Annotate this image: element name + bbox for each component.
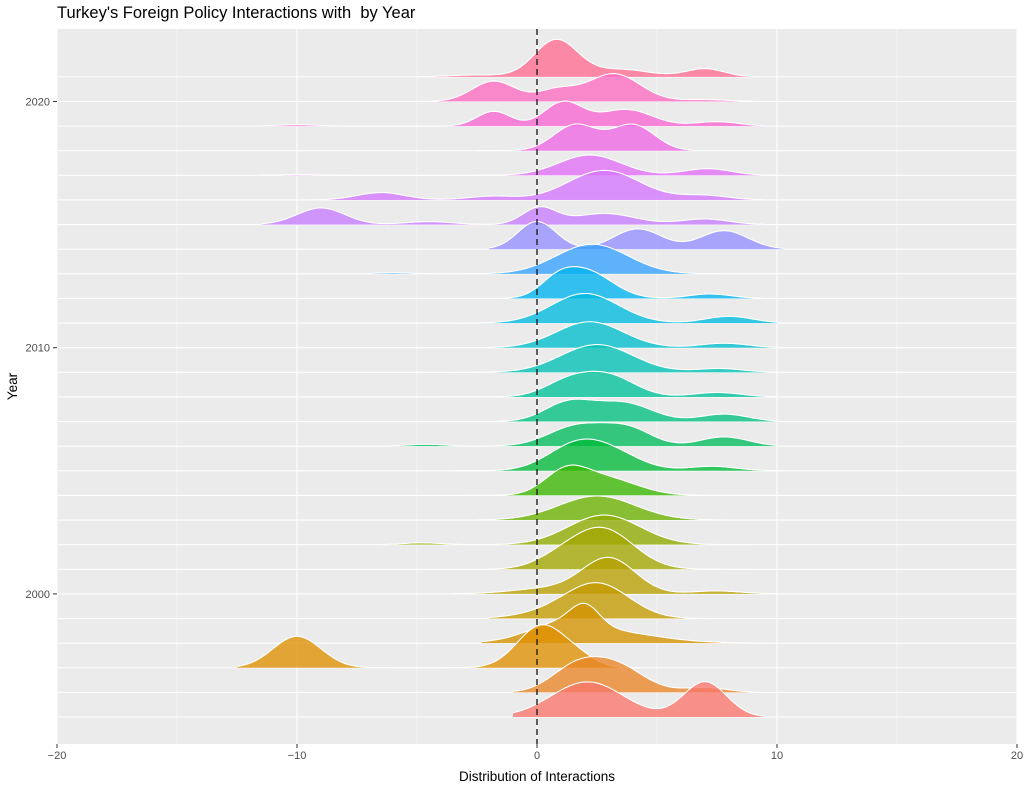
ridge-2005: [453, 439, 777, 471]
ridge-2011: [453, 293, 777, 324]
ridge-2010: [489, 321, 777, 348]
ridge-1999: [489, 582, 753, 619]
ridge-2019: [261, 101, 765, 127]
ridge-outline-2021: [416, 38, 754, 78]
ridge-2021: [417, 39, 753, 77]
x-tick-label: −20: [48, 750, 67, 762]
x-axis-title: Distribution of Interactions: [459, 769, 615, 784]
ridge-2012: [417, 266, 765, 299]
chart-title: Turkey's Foreign Policy Interactions wit…: [57, 4, 416, 22]
ridge-outline-2005: [453, 438, 777, 472]
y-tick-label: 2020: [26, 97, 50, 109]
x-tick-label: −10: [288, 750, 307, 762]
x-tick-label: 0: [534, 750, 540, 762]
ridge-outline-2008: [441, 370, 777, 398]
ridge-2013: [369, 244, 785, 274]
ridge-2009: [453, 344, 777, 373]
density-ridges: [236, 38, 785, 717]
x-tick-label: 20: [1011, 750, 1023, 762]
ridge-1997: [237, 624, 638, 668]
ridge-outline-2009: [453, 344, 777, 373]
y-tick-label: 2000: [26, 589, 50, 601]
axes: −20 −10 0 10 20 2000 2010 2020: [26, 97, 1024, 763]
ridge-1996: [513, 656, 753, 693]
grid-lines: [56, 29, 1018, 744]
y-axis-title: Year: [5, 372, 20, 400]
ridge-outline-2020: [416, 73, 765, 103]
y-tick-label: 2010: [26, 343, 50, 355]
ridge-outline-2006: [285, 422, 778, 447]
ridge-outline-2011: [453, 292, 778, 324]
ridge-2016: [297, 170, 765, 200]
ridge-2000: [453, 557, 777, 594]
ridge-1995: [513, 681, 765, 717]
ridge-2020: [417, 73, 765, 102]
ridge-2003: [477, 496, 741, 521]
ridge-2018: [477, 124, 693, 151]
ridge-2002: [381, 515, 753, 545]
ridge-outline-1999: [488, 582, 753, 620]
ridge-2017: [261, 155, 777, 176]
ridge-outline-2015: [260, 206, 766, 225]
ridge-2008: [441, 371, 777, 397]
ridge-outline-1997: [236, 624, 638, 669]
ridge-outline-2019: [260, 100, 766, 127]
ridge-outline-2013: [368, 243, 785, 275]
ridge-outline-2012: [417, 266, 766, 300]
ridge-2004: [465, 465, 777, 496]
ridge-2015: [261, 206, 765, 225]
ridge-outline-2007: [465, 398, 778, 423]
ridge-outline-2000: [453, 556, 778, 595]
ridge-outline-1995: [512, 681, 766, 717]
ridge-2014: [489, 221, 785, 250]
ridge-2006: [285, 422, 777, 447]
ridge-outline-2002: [380, 514, 753, 546]
ridge-outline-2017: [261, 154, 778, 176]
ridge-outline-2004: [465, 464, 777, 496]
ridge-outline-2016: [297, 169, 766, 201]
ridge-outline-2014: [488, 220, 785, 249]
x-tick-label: 10: [771, 750, 783, 762]
ridge-2007: [465, 399, 777, 422]
ridge-outline-2003: [476, 495, 741, 521]
ridge-outline-2001: [488, 526, 753, 570]
ridge-2001: [489, 527, 753, 570]
ridge-outline-2018: [477, 123, 694, 152]
